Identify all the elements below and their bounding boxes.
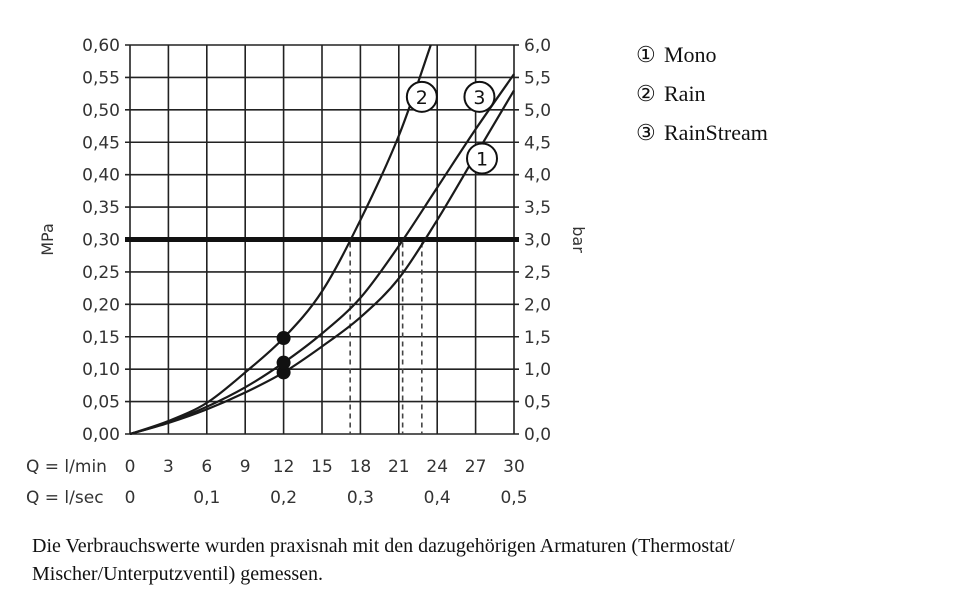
legend-item-rainstream: ③ RainStream <box>636 118 768 157</box>
y-left-tick-label: 0,00 <box>82 425 120 445</box>
x-axis-row-prefix: Q = l/sec <box>26 488 104 508</box>
y-right-tick-label: 4,5 <box>524 133 551 153</box>
series-label-text: 2 <box>416 87 428 109</box>
x-tick-label: 24 <box>426 457 448 477</box>
series-label-text: 3 <box>473 87 485 109</box>
y-right-tick-label: 3,5 <box>524 198 551 218</box>
series-marker-1 <box>276 365 291 380</box>
legend-mark: ① <box>636 42 656 67</box>
x-tick-label: 0,4 <box>424 488 451 508</box>
y-right-tick-label: 4,0 <box>524 166 551 186</box>
x-tick-label: 0,5 <box>500 488 527 508</box>
x-tick-label: 0 <box>125 457 136 477</box>
x-tick-label: 30 <box>503 457 525 477</box>
y-left-tick-label: 0,25 <box>82 263 120 283</box>
x-tick-label: 9 <box>240 457 251 477</box>
x-tick-label: 3 <box>163 457 174 477</box>
legend-item-mono: ① Mono <box>636 40 768 79</box>
y-left-tick-label: 0,30 <box>82 231 120 251</box>
series-label-circle <box>405 80 438 113</box>
caption: Die Verbrauchswerte wurden praxisnah mit… <box>32 535 735 585</box>
legend-mark: ③ <box>636 120 656 145</box>
y-left-tick-label: 0,05 <box>82 393 120 413</box>
y-left-tick-label: 0,45 <box>82 133 120 153</box>
y-right-tick-label: 1,0 <box>524 360 551 380</box>
y-left-tick-label: 0,15 <box>82 328 120 348</box>
y-left-tick-label: 0,55 <box>82 68 120 88</box>
y-right-tick-label: 2,0 <box>524 295 551 315</box>
legend-mark: ② <box>636 81 656 106</box>
x-tick-label: 12 <box>273 457 295 477</box>
x-tick-label: 15 <box>311 457 333 477</box>
series-curve-1 <box>129 89 515 436</box>
series-label-circle <box>463 80 496 113</box>
y-right-tick-label: 1,5 <box>524 328 551 348</box>
pressure-flow-chart: 0,000,050,100,150,200,250,300,350,400,45… <box>26 36 588 508</box>
x-axis-row-prefix: Q = l/min <box>26 457 107 477</box>
y-left-tick-label: 0,50 <box>82 101 120 121</box>
x-tick-label: 21 <box>388 457 410 477</box>
series-curve-3 <box>129 73 515 436</box>
legend-label: Rain <box>664 81 706 106</box>
y-left-axis-title: MPa <box>38 223 57 256</box>
series-label-text: 1 <box>476 148 488 170</box>
y-left-tick-label: 0,20 <box>82 295 120 315</box>
x-tick-label: 18 <box>350 457 372 477</box>
x-tick-label: 0,1 <box>193 488 220 508</box>
y-right-tick-label: 5,5 <box>524 68 551 88</box>
series-marker-3 <box>276 355 291 370</box>
x-tick-label: 6 <box>201 457 212 477</box>
y-right-tick-label: 2,5 <box>524 263 551 283</box>
y-right-tick-label: 5,0 <box>524 101 551 121</box>
x-tick-label: 27 <box>465 457 487 477</box>
y-right-tick-label: 3,0 <box>524 231 551 251</box>
y-right-tick-label: 6,0 <box>524 36 551 56</box>
legend: ① Mono ② Rain ③ RainStream <box>636 40 768 157</box>
x-tick-label: 0,3 <box>347 488 374 508</box>
series-curve-2 <box>129 44 432 436</box>
y-right-tick-label: 0,5 <box>524 393 551 413</box>
legend-item-rain: ② Rain <box>636 79 768 118</box>
y-right-tick-label: 0,0 <box>524 425 551 445</box>
x-tick-label: 0 <box>125 488 136 508</box>
series-label-circle <box>466 142 498 175</box>
y-left-tick-label: 0,60 <box>82 36 120 56</box>
x-tick-label: 0,2 <box>270 488 297 508</box>
legend-label: Mono <box>664 42 717 67</box>
y-left-tick-label: 0,35 <box>82 198 120 218</box>
series-marker-2 <box>276 331 291 346</box>
y-right-axis-title: bar <box>569 226 588 253</box>
y-left-tick-label: 0,10 <box>82 360 120 380</box>
legend-label: RainStream <box>664 120 768 145</box>
y-left-tick-label: 0,40 <box>82 166 120 186</box>
